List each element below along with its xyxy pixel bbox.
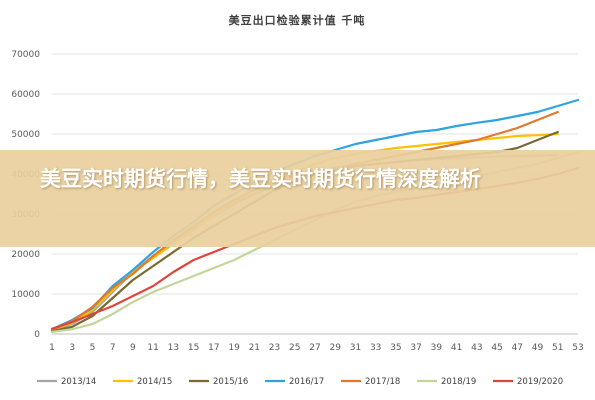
y-tick-label: 60000: [11, 90, 40, 100]
x-tick-label: 9: [130, 343, 136, 353]
x-tick-label: 33: [370, 343, 381, 353]
banner-title: 美豆实时期货行情，美豆实时期货行情深度解析: [40, 167, 481, 191]
x-tick-label: 15: [188, 343, 199, 353]
x-tick-label: 17: [208, 343, 219, 353]
legend-label: 2013/14: [61, 377, 96, 387]
x-tick-label: 3: [69, 343, 75, 353]
x-tick-label: 41: [451, 343, 462, 353]
x-tick-label: 39: [431, 343, 443, 353]
x-tick-label: 25: [289, 343, 300, 353]
x-tick-label: 51: [552, 343, 563, 353]
x-tick-label: 7: [110, 343, 116, 353]
y-tick-label: 20000: [11, 250, 40, 260]
x-tick-label: 5: [90, 343, 96, 353]
x-tick-label: 53: [572, 343, 583, 353]
x-tick-label: 45: [491, 343, 502, 353]
y-tick-label: 50000: [11, 130, 40, 140]
x-tick-label: 11: [147, 343, 158, 353]
legend-label: 2018/19: [441, 377, 476, 387]
legend-label: 2019/2020: [517, 377, 563, 387]
x-tick-label: 47: [512, 343, 523, 353]
chart-title: 美豆出口检验累计值 千吨: [229, 13, 366, 27]
x-tick-label: 23: [269, 343, 280, 353]
x-tick-label: 49: [532, 343, 544, 353]
x-tick-label: 27: [309, 343, 320, 353]
title-banner: [0, 150, 595, 247]
x-tick-label: 21: [249, 343, 260, 353]
x-tick-label: 19: [228, 343, 240, 353]
y-tick-label: 70000: [11, 50, 40, 60]
x-tick-label: 43: [471, 343, 482, 353]
legend-label: 2014/15: [137, 377, 172, 387]
legend-label: 2017/18: [365, 377, 400, 387]
x-tick-label: 13: [168, 343, 179, 353]
x-tick-label: 1: [49, 343, 55, 353]
legend-label: 2015/16: [213, 377, 248, 387]
x-tick-label: 29: [330, 343, 342, 353]
y-tick-label: 10000: [11, 290, 40, 300]
legend-label: 2016/17: [289, 377, 324, 387]
x-tick-label: 31: [350, 343, 361, 353]
legend: 2013/14 2014/15 2015/16 2016/17 2017/18 2018/…: [37, 377, 563, 387]
y-tick-label: 0: [34, 330, 40, 340]
x-tick-label: 37: [410, 343, 421, 353]
x-tick-label: 35: [390, 343, 401, 353]
